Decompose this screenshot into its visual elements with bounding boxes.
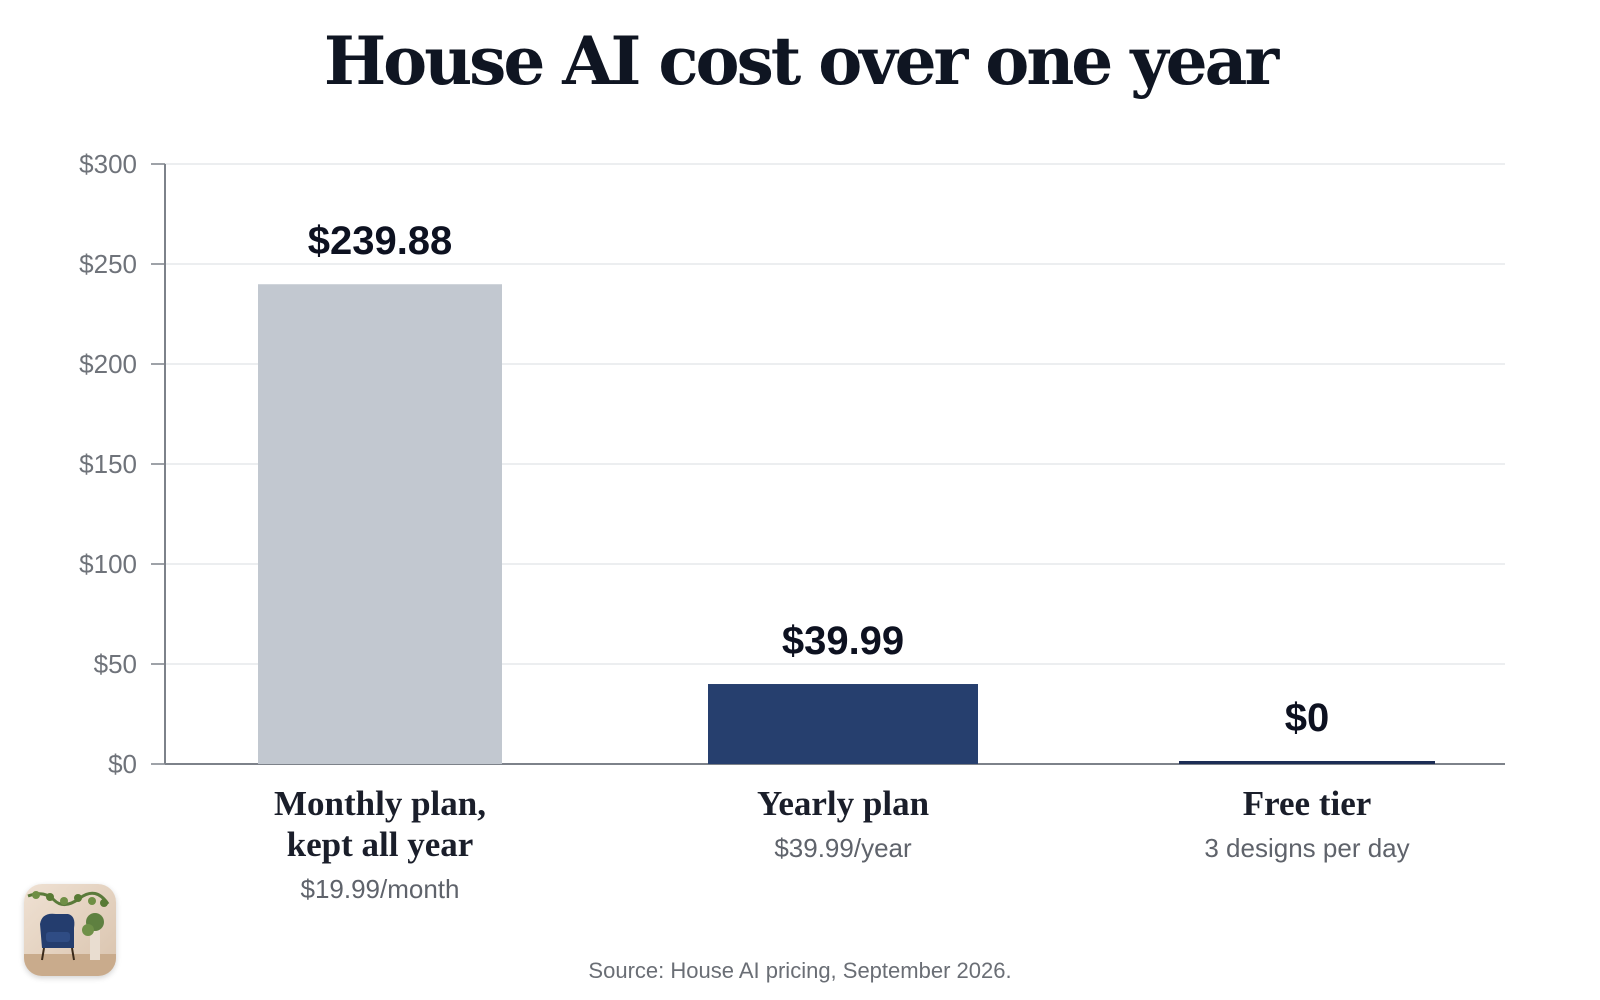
bar-value-label: $39.99 [782, 619, 904, 663]
x-category-label: Yearly plan [757, 784, 929, 823]
source-note: Source: House AI pricing, September 2026… [588, 958, 1012, 983]
y-tick-label: $300 [79, 149, 137, 179]
y-tick-label: $200 [79, 349, 137, 379]
house-ai-app-icon [24, 884, 116, 976]
x-category-subtitle: $39.99/year [774, 833, 912, 863]
x-category-subtitle: $19.99/month [300, 874, 459, 904]
bar-value-label: $239.88 [308, 219, 453, 263]
y-tick-label: $50 [94, 649, 137, 679]
y-tick-label: $250 [79, 249, 137, 279]
bar-value-label: $0 [1285, 696, 1330, 740]
bar-1 [258, 284, 502, 764]
chart-title: House AI cost over one year [323, 22, 1279, 100]
y-tick-label: $150 [79, 449, 137, 479]
bar-3 [1179, 761, 1435, 764]
x-category-label: kept all year [287, 825, 474, 864]
x-category-label: Monthly plan, [274, 784, 486, 823]
x-category-subtitle: 3 designs per day [1204, 833, 1409, 863]
x-category-label: Free tier [1243, 784, 1372, 823]
bar-2 [708, 684, 978, 764]
y-tick-label: $100 [79, 549, 137, 579]
y-tick-label: $0 [108, 749, 137, 779]
